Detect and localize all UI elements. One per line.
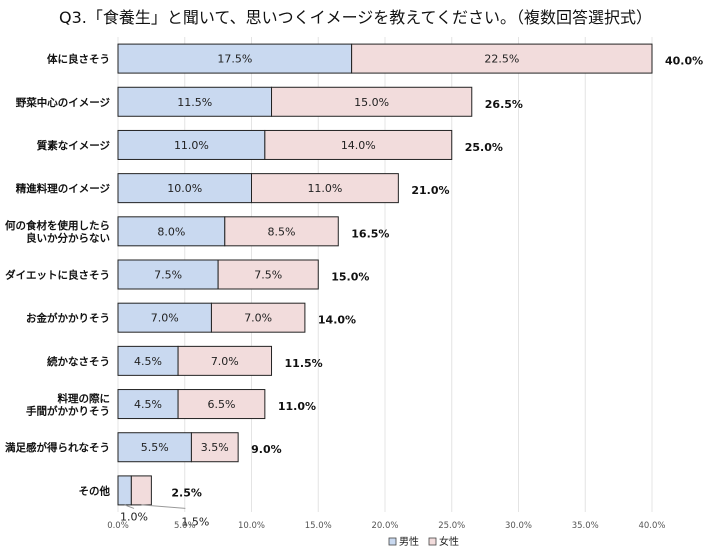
total-label: 9.0% [251, 443, 282, 456]
bar-female [264, 129, 453, 160]
category-label: ダイエットに良さそう [5, 269, 110, 282]
bar-female [190, 432, 239, 463]
data-label-male: 8.0% [157, 225, 185, 238]
bar-male [117, 129, 266, 160]
bar-male [117, 475, 132, 506]
leader-line [141, 504, 186, 509]
total-label: 2.5% [171, 486, 202, 499]
bar-male [117, 345, 179, 376]
bar-male [117, 302, 212, 333]
data-label-male: 17.5% [217, 53, 252, 66]
total-label: 25.0% [465, 141, 503, 154]
data-label-male: 11.0% [174, 139, 209, 152]
category-label: 続かなさそう [47, 355, 110, 368]
bar-female [351, 43, 653, 74]
x-tick-label: 5.0% [174, 521, 196, 531]
category-label: 手間がかかりそう [26, 404, 110, 417]
bar-male [117, 86, 273, 117]
legend-label: 女性 [439, 535, 459, 548]
bar-female [251, 173, 399, 204]
data-label-female: 22.5% [484, 53, 519, 66]
category-label: 良いか分からない [26, 232, 110, 245]
bar-male [117, 43, 353, 74]
bar-female [177, 389, 266, 420]
x-tick-label: 40.0% [638, 521, 665, 531]
data-label-female: 7.5% [254, 269, 282, 282]
legend-label: 男性 [399, 535, 419, 548]
category-label: 何の食材を使用したら [5, 219, 110, 232]
bar-female [271, 86, 473, 117]
leader-line [124, 504, 135, 509]
data-label-female: 7.0% [244, 312, 272, 325]
data-label-female: 14.0% [341, 139, 376, 152]
category-label: お金がかかりそう [26, 312, 110, 325]
bar-female [130, 475, 152, 506]
data-label-female: 11.0% [307, 182, 342, 195]
category-label: 料理の際に [58, 392, 111, 405]
bar-female [217, 259, 319, 290]
total-label: 26.5% [485, 98, 523, 111]
data-label-female: 1.5% [181, 515, 209, 528]
total-label: 21.0% [411, 184, 449, 197]
data-label-male: 10.0% [167, 182, 202, 195]
total-label: 15.0% [331, 271, 369, 284]
data-label-female: 6.5% [207, 398, 235, 411]
x-tick-label: 0.0% [107, 521, 129, 531]
data-label-male: 4.5% [134, 355, 162, 368]
data-label-male: 4.5% [134, 398, 162, 411]
data-label-female: 7.0% [211, 355, 239, 368]
total-label: 14.0% [318, 314, 356, 327]
category-label: 体に良さそう [47, 53, 110, 66]
category-label: 精進料理のイメージ [16, 182, 111, 195]
data-label-female: 15.0% [354, 96, 389, 109]
x-tick-label: 15.0% [305, 521, 332, 531]
x-tick-label: 20.0% [371, 521, 398, 531]
bar-female [210, 302, 306, 333]
data-label-male: 1.0% [120, 510, 148, 523]
x-tick-label: 35.0% [572, 521, 599, 531]
total-label: 40.0% [665, 55, 703, 68]
category-label: 満足感が得られなそう [5, 441, 110, 454]
bar-female [177, 345, 273, 376]
total-label: 16.5% [351, 227, 389, 240]
bar-female [224, 216, 339, 247]
data-label-female: 8.5% [268, 225, 296, 238]
category-label: 野菜中心のイメージ [16, 96, 111, 109]
category-label: その他 [79, 484, 111, 497]
x-tick-label: 30.0% [505, 521, 532, 531]
total-label: 11.5% [285, 357, 323, 370]
category-label: 質素なイメージ [37, 139, 111, 152]
chart-title: Q3.「食養生」と聞いて、思いつくイメージを教えてください。（複数回答選択式） [59, 8, 652, 27]
total-label: 11.0% [278, 400, 316, 413]
data-label-female: 3.5% [201, 441, 229, 454]
x-tick-label: 25.0% [438, 521, 465, 531]
legend-swatch [388, 537, 397, 546]
bar-male [117, 432, 192, 463]
data-label-male: 5.5% [141, 441, 169, 454]
data-label-male: 11.5% [177, 96, 212, 109]
x-tick-label: 10.0% [238, 521, 265, 531]
legend-swatch [428, 537, 437, 546]
data-label-male: 7.0% [151, 312, 179, 325]
data-label-male: 7.5% [154, 269, 182, 282]
